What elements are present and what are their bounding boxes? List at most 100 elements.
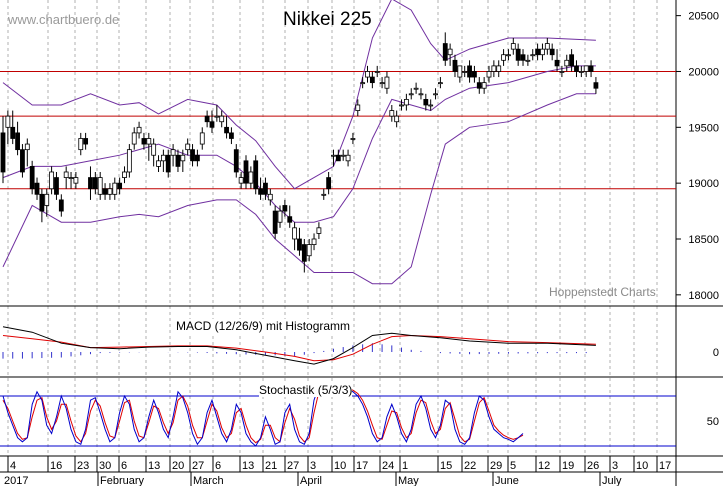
candle-body xyxy=(476,82,482,89)
macd-line xyxy=(2,326,596,365)
candle-body xyxy=(102,188,108,195)
candle-66 xyxy=(321,188,327,200)
candle-68 xyxy=(331,149,336,167)
candle-69 xyxy=(335,149,341,162)
candle-113 xyxy=(549,43,555,61)
candle-15 xyxy=(73,171,79,189)
month-label-june: June xyxy=(495,475,519,486)
candle-2 xyxy=(10,110,16,145)
month-label-march: March xyxy=(193,475,224,486)
candle-body xyxy=(107,188,113,195)
candle-64 xyxy=(311,233,317,251)
candle-3 xyxy=(15,121,20,156)
stochastic-label: Stochastik (5/3/3) xyxy=(259,383,353,397)
candle-46 xyxy=(224,116,229,139)
month-label-february: February xyxy=(100,475,145,486)
candle-62 xyxy=(301,238,307,273)
candle-body xyxy=(112,182,118,195)
candle-body xyxy=(267,193,273,201)
candle-body xyxy=(530,54,536,57)
candle-122 xyxy=(593,77,599,94)
candle-body xyxy=(525,59,531,62)
candle-body xyxy=(156,160,161,167)
candle-body xyxy=(540,48,545,56)
candle-body xyxy=(88,177,93,190)
candle-body xyxy=(331,154,336,157)
candle-40 xyxy=(194,149,200,167)
candle-body xyxy=(54,177,59,195)
candle-body xyxy=(190,149,195,162)
candle-45 xyxy=(219,110,225,128)
candle-body xyxy=(92,177,98,190)
candle-body xyxy=(472,71,477,78)
candle-body xyxy=(467,65,472,78)
candle-body xyxy=(408,93,414,96)
x-tick-label-7: 27 xyxy=(192,460,204,472)
candle-77 xyxy=(374,65,380,78)
candle-27 xyxy=(131,127,137,150)
candle-body xyxy=(282,205,288,212)
candle-body xyxy=(277,210,283,223)
candle-5 xyxy=(24,138,30,167)
candle-65 xyxy=(316,222,322,239)
candle-body xyxy=(355,104,361,111)
x-tick-label-8: 6 xyxy=(215,460,221,472)
candle-body xyxy=(131,132,137,145)
candle-71 xyxy=(345,149,351,167)
candle-111 xyxy=(540,43,545,61)
middle-band-line xyxy=(2,65,596,223)
candle-112 xyxy=(544,37,550,55)
x-tick-label-11: 27 xyxy=(287,460,299,472)
candle-121 xyxy=(588,60,594,78)
candle-body xyxy=(462,71,468,73)
candle-83 xyxy=(403,93,409,111)
candle-body xyxy=(151,143,157,156)
candle-36 xyxy=(175,149,181,172)
month-label-july: July xyxy=(602,475,622,486)
candle-body xyxy=(160,154,166,162)
candle-body xyxy=(321,193,327,196)
candle-105 xyxy=(510,37,516,55)
x-tick-label-24: 3 xyxy=(612,460,618,472)
candle-117 xyxy=(569,49,575,72)
stoch-tick-50: 50 xyxy=(707,416,719,428)
x-tick-label-14: 17 xyxy=(356,460,368,472)
candle-37 xyxy=(180,149,186,172)
candle-body xyxy=(457,65,463,78)
candle-body xyxy=(569,54,575,67)
candle-body xyxy=(39,193,45,212)
candle-24 xyxy=(117,177,123,195)
x-tick-label-12: 3 xyxy=(310,460,316,472)
candle-7 xyxy=(34,177,40,200)
candle-33 xyxy=(160,149,166,172)
candle-118 xyxy=(574,60,579,78)
candle-body xyxy=(5,115,11,128)
x-tick-label-13: 10 xyxy=(334,460,346,472)
candle-body xyxy=(447,48,453,56)
candle-body xyxy=(335,154,341,162)
candle-13 xyxy=(63,166,69,189)
candle-99 xyxy=(481,77,487,94)
price-tick-20000: 20000 xyxy=(688,66,719,78)
candle-95 xyxy=(462,65,468,78)
candle-61 xyxy=(297,227,302,256)
candle-body xyxy=(360,82,366,85)
candle-body xyxy=(15,132,20,151)
candle-120 xyxy=(583,65,589,78)
candle-body xyxy=(350,138,356,140)
candle-body xyxy=(34,182,40,195)
candle-body xyxy=(549,48,555,56)
year-label: 2017 xyxy=(4,475,28,486)
candle-body xyxy=(10,126,16,139)
candle-body xyxy=(369,76,375,84)
candle-102 xyxy=(496,60,502,78)
candle-19 xyxy=(92,171,98,195)
candle-42 xyxy=(204,110,210,128)
candle-81 xyxy=(394,110,400,128)
candle-body xyxy=(515,48,521,61)
candle-48 xyxy=(233,144,239,178)
candle-body xyxy=(219,115,225,123)
x-tick-label-20: 5 xyxy=(510,460,516,472)
x-tick-label-15: 24 xyxy=(382,460,394,472)
candle-31 xyxy=(151,138,157,167)
